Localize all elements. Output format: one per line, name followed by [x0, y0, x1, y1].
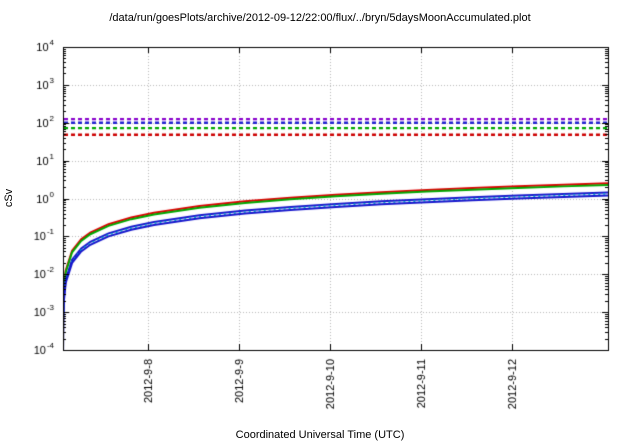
x-axis-label: Coordinated Universal Time (UTC)	[235, 429, 405, 441]
plot-title: /data/run/goesPlots/archive/2012-09-12/2…	[109, 12, 531, 24]
y-axis-label: cSv	[3, 188, 15, 208]
